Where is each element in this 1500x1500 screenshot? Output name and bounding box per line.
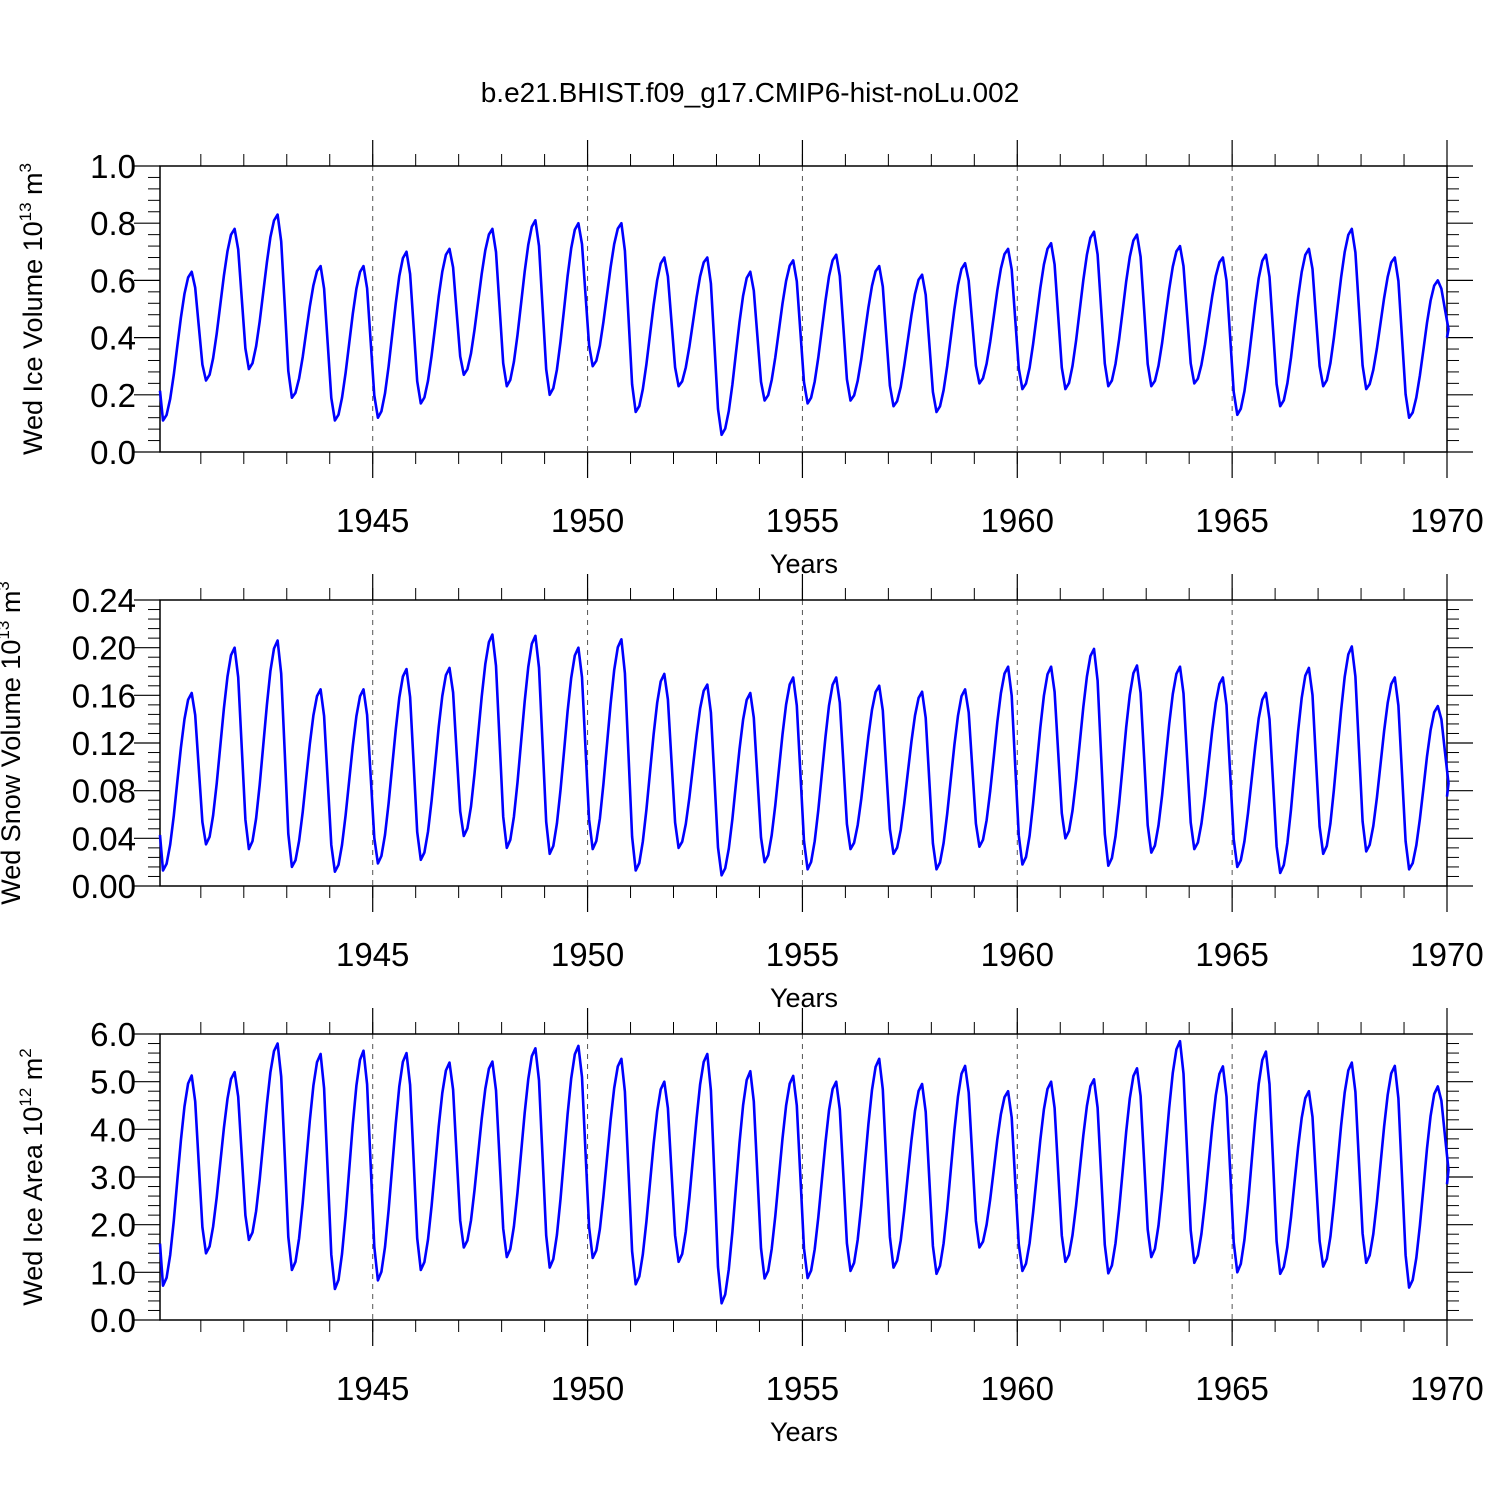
y-tick-label: 0.6 (90, 262, 136, 299)
y-tick-label: 3.0 (90, 1159, 136, 1196)
y-axis-title-unit: m (0, 591, 26, 621)
x-tick-label-1970: 1970 (1410, 502, 1483, 539)
x-tick-label-1960: 1960 (981, 1370, 1054, 1407)
y-axis-title-main: Wed Ice Volume 10 (18, 221, 48, 455)
y-axis-title-exponent: 12 (16, 1088, 35, 1107)
y-axis-title: Wed Ice Volume 1013 m3 (16, 163, 48, 455)
y-tick-label: 0.8 (90, 205, 136, 242)
y-tick-label: 0.2 (90, 377, 136, 414)
x-tick-label-1960: 1960 (981, 936, 1054, 973)
y-axis-title: Wed Ice Area 1012 m2 (16, 1048, 48, 1306)
y-tick-label: 6.0 (90, 1016, 136, 1053)
x-tick-label-1955: 1955 (766, 1370, 839, 1407)
x-tick-label-1960: 1960 (981, 502, 1054, 539)
y-axis-title-unit-exponent: 3 (16, 163, 35, 172)
x-tick-label-1970: 1970 (1410, 1370, 1483, 1407)
y-tick-label: 5.0 (90, 1064, 136, 1101)
x-tick-label-1950: 1950 (551, 502, 624, 539)
y-tick-label: 0.0 (90, 1302, 136, 1339)
x-tick-label-1965: 1965 (1195, 502, 1268, 539)
x-tick-label-1965: 1965 (1195, 936, 1268, 973)
y-tick-label: 0.24 (72, 582, 136, 619)
x-tick-label-1950: 1950 (551, 936, 624, 973)
y-axis-title-unit: m (18, 172, 48, 202)
x-tick-label-1945: 1945 (336, 502, 409, 539)
y-tick-label: 0.20 (72, 630, 136, 667)
panel-ice-volume: Wed Ice Volume 1013 m3 Years 1945 1950 195… (16, 140, 1484, 579)
y-tick-label: 0.08 (72, 773, 136, 810)
panel-ice-area: Wed Ice Area 1012 m2 Years 1945 1950 1955 1… (16, 1008, 1484, 1447)
plot-frame (159, 165, 1448, 453)
y-axis-title-exponent: 13 (0, 621, 13, 640)
panel-snow-volume: Wed Snow Volume 1013 m3 Years 1945 1950 19… (0, 574, 1484, 1013)
series-line (158, 633, 1450, 877)
x-axis-title: Years (770, 1417, 838, 1447)
series-line (158, 1039, 1450, 1305)
y-tick-label: 2.0 (90, 1207, 136, 1244)
y-axis-title-unit-exponent: 3 (0, 581, 13, 590)
x-axis-title: Years (770, 983, 838, 1013)
y-tick-label: 0.4 (90, 320, 136, 357)
y-axis-title-unit: m (18, 1058, 48, 1088)
y-tick-label: 1.0 (90, 148, 136, 185)
y-tick-label: 0.16 (72, 677, 136, 714)
y-tick-label: 0.00 (72, 868, 136, 905)
y-tick-label: 1.0 (90, 1254, 136, 1291)
x-tick-label-1955: 1955 (766, 936, 839, 973)
y-axis-title-unit-exponent: 2 (16, 1048, 35, 1057)
y-axis-title-main: Wed Snow Volume 10 (0, 640, 26, 905)
chart-title: b.e21.BHIST.f09_g17.CMIP6-hist-noLu.002 (481, 77, 1020, 108)
x-tick-label-1955: 1955 (766, 502, 839, 539)
y-tick-label: 0.04 (72, 820, 136, 857)
x-tick-label-1945: 1945 (336, 936, 409, 973)
y-tick-label: 0.0 (90, 434, 136, 471)
x-axis-title: Years (770, 549, 838, 579)
x-tick-label-1945: 1945 (336, 1370, 409, 1407)
x-tick-label-1970: 1970 (1410, 936, 1483, 973)
x-tick-label-1965: 1965 (1195, 1370, 1268, 1407)
y-tick-label: 4.0 (90, 1111, 136, 1148)
series-line (158, 213, 1450, 437)
y-tick-label: 0.12 (72, 725, 136, 762)
plot-frame (159, 1033, 1448, 1321)
x-tick-label-1950: 1950 (551, 1370, 624, 1407)
y-axis-title-main: Wed Ice Area 10 (18, 1107, 48, 1306)
y-axis-title-exponent: 13 (16, 202, 35, 221)
y-axis-title: Wed Snow Volume 1013 m3 (0, 581, 26, 905)
